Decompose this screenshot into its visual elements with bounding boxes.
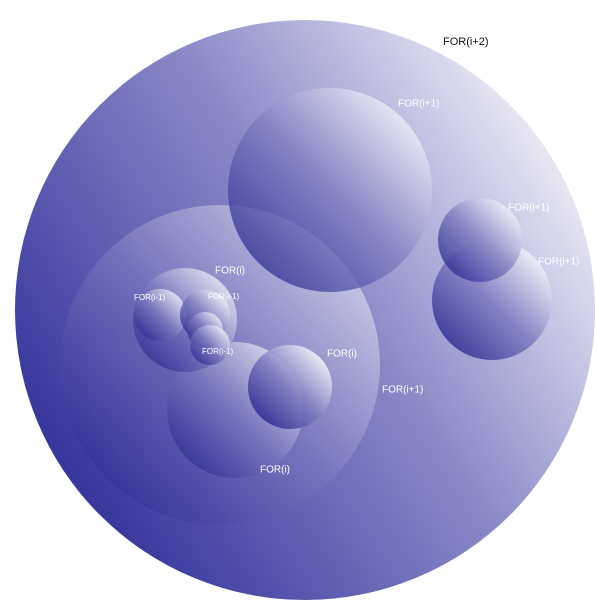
node-label: FOR(i-1) — [202, 347, 233, 356]
circle — [190, 325, 230, 365]
node-label: FOR(i-1) — [134, 293, 165, 302]
circle — [134, 289, 186, 341]
node-label: FOR(i+1) — [508, 203, 549, 214]
node-label: FOR(i-1) — [208, 292, 239, 301]
node-label: FOR(i+1) — [538, 257, 579, 268]
node-label: FOR(i) — [260, 465, 290, 476]
node-label: FOR(i) — [215, 266, 245, 277]
node-label: FOR(i+1) — [382, 385, 423, 396]
circle — [228, 88, 432, 292]
node-label: FOR(i) — [327, 349, 357, 360]
circle — [248, 345, 332, 429]
node-label: FOR(i+2) — [443, 36, 489, 48]
circle — [438, 198, 522, 282]
node-label: FOR(i+1) — [398, 99, 439, 110]
